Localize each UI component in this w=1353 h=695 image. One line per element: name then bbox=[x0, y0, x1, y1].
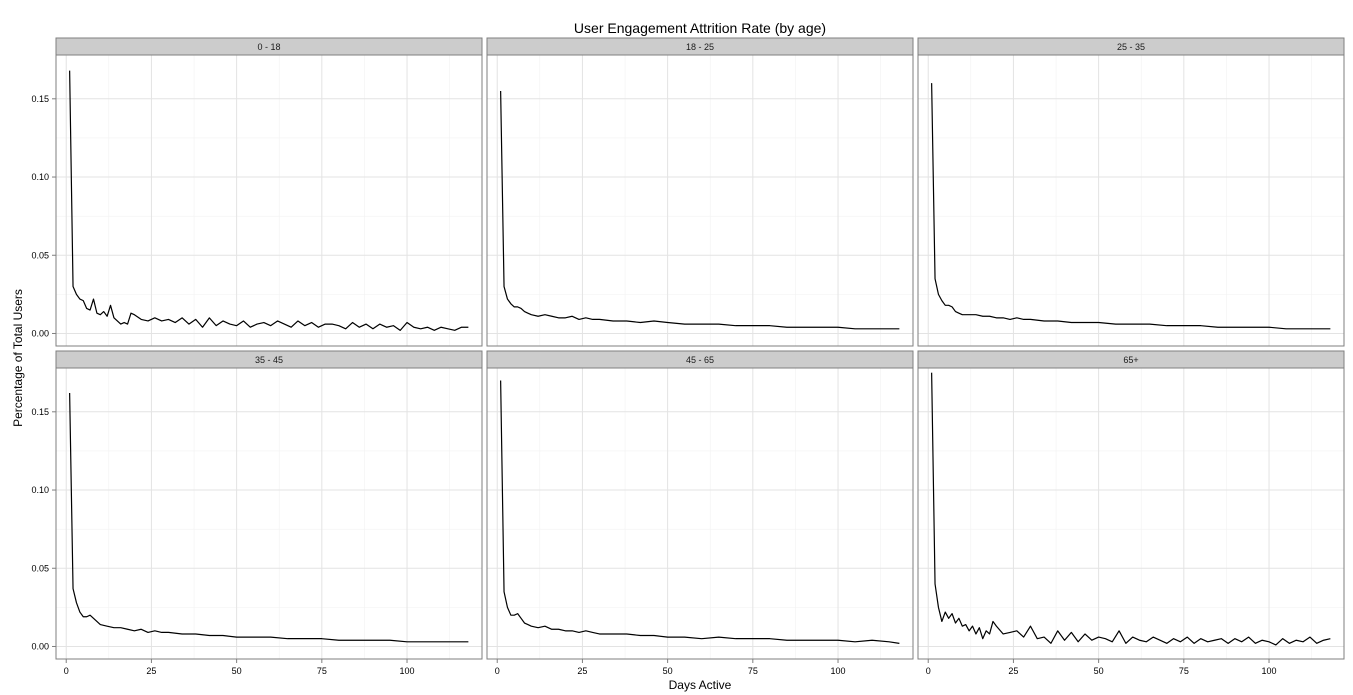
facet-6-x-tick-label: 25 bbox=[1008, 666, 1018, 676]
facet-5-panel: 45 - 65 0 25 50 75 100 bbox=[486, 350, 914, 676]
facet-panels: 0 - 18 0.00 0.05 0.10 0.15 18 - 25 25 - 35 35 -… bbox=[31, 37, 1345, 676]
facet-6-x-tick-label: 100 bbox=[1262, 666, 1277, 676]
facet-1-y-tick-label: 0.05 bbox=[31, 250, 49, 260]
facet-1-panel-border bbox=[55, 54, 483, 347]
facet-4-panel-border bbox=[55, 367, 483, 660]
facet-2-strip-label: 18 - 25 bbox=[686, 42, 714, 52]
facet-5-x-tick-label: 75 bbox=[748, 666, 758, 676]
facet-4-y-tick-label: 0.10 bbox=[31, 485, 49, 495]
facet-5-series-line bbox=[500, 380, 900, 644]
facet-4-x-tick-label: 50 bbox=[232, 666, 242, 676]
chart-title: User Engagement Attrition Rate (by age) bbox=[574, 20, 826, 36]
facet-3-series-line bbox=[931, 83, 1331, 330]
facet-5-x-tick-label: 25 bbox=[577, 666, 587, 676]
facet-6-plot-background bbox=[918, 368, 1344, 659]
facet-5-panel-border bbox=[486, 367, 914, 660]
y-axis-title: Percentage of Total Users bbox=[11, 289, 25, 427]
facet-4-plot-background bbox=[56, 368, 482, 659]
facet-4-x-tick-label: 100 bbox=[400, 666, 415, 676]
facet-5-strip-label: 45 - 65 bbox=[686, 355, 714, 365]
facet-5-x-tick-label: 0 bbox=[495, 666, 500, 676]
facet-1-y-tick-label: 0.00 bbox=[31, 328, 49, 338]
facet-2-panel-border bbox=[486, 54, 914, 347]
facet-4-y-tick-label: 0.00 bbox=[31, 641, 49, 651]
facet-4-strip-label: 35 - 45 bbox=[255, 355, 283, 365]
facet-2-panel: 18 - 25 bbox=[486, 37, 914, 347]
facet-4-x-tick-label: 75 bbox=[317, 666, 327, 676]
facet-1-y-tick-label: 0.10 bbox=[31, 172, 49, 182]
facet-1-series-line bbox=[69, 70, 469, 331]
facet-6-series-line bbox=[931, 372, 1331, 646]
facet-6-panel: 65+ 0 25 50 75 100 bbox=[917, 350, 1345, 676]
facet-3-panel: 25 - 35 bbox=[917, 37, 1345, 347]
facet-5-plot-background bbox=[487, 368, 913, 659]
facet-3-panel-border bbox=[917, 54, 1345, 347]
facet-6-x-tick-label: 50 bbox=[1094, 666, 1104, 676]
facet-6-panel-border bbox=[917, 367, 1345, 660]
facet-1-panel: 0 - 18 0.00 0.05 0.10 0.15 bbox=[31, 37, 483, 347]
facet-4-series-line bbox=[69, 393, 469, 643]
facet-3-plot-background bbox=[918, 55, 1344, 346]
facet-3-strip-label: 25 - 35 bbox=[1117, 42, 1145, 52]
facet-4-y-tick-label: 0.15 bbox=[31, 407, 49, 417]
facet-5-x-tick-label: 50 bbox=[663, 666, 673, 676]
facet-2-series-line bbox=[500, 90, 900, 330]
x-axis-title: Days Active bbox=[669, 678, 732, 692]
facet-1-plot-background bbox=[56, 55, 482, 346]
facet-6-strip-label: 65+ bbox=[1123, 355, 1138, 365]
facet-4-x-tick-label: 25 bbox=[146, 666, 156, 676]
facet-1-strip-label: 0 - 18 bbox=[257, 42, 280, 52]
facet-4-panel: 35 - 45 0.00 0.05 0.10 0.15 0 25 50 75 100 bbox=[31, 350, 483, 676]
facet-4-x-tick-label: 0 bbox=[64, 666, 69, 676]
facet-4-y-tick-label: 0.05 bbox=[31, 563, 49, 573]
facet-2-plot-background bbox=[487, 55, 913, 346]
facet-5-x-tick-label: 100 bbox=[831, 666, 846, 676]
facet-6-x-tick-label: 0 bbox=[926, 666, 931, 676]
facet-1-y-tick-label: 0.15 bbox=[31, 94, 49, 104]
facet-6-x-tick-label: 75 bbox=[1179, 666, 1189, 676]
